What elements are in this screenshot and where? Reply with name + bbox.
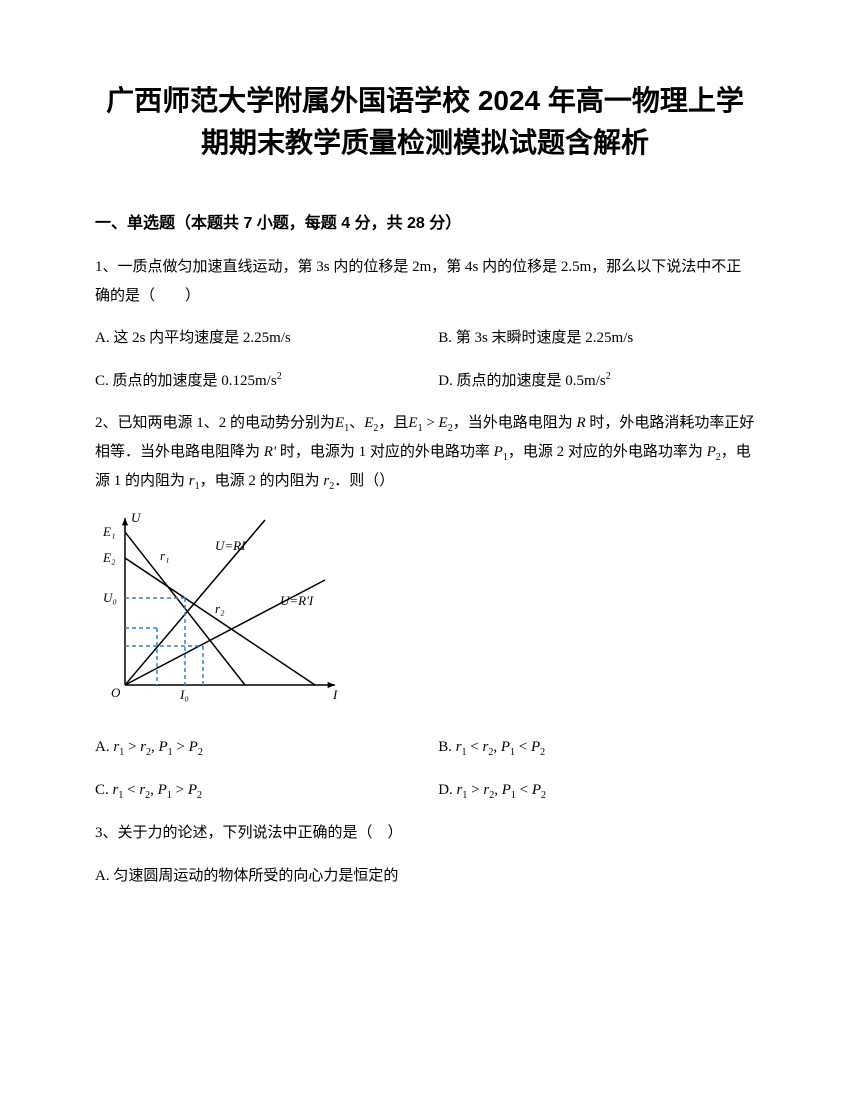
q1-option-a: A. 这 2s 内平均速度是 2.25m/s bbox=[95, 324, 438, 353]
svg-text:I: I bbox=[332, 687, 338, 702]
svg-text:I₀: I₀ bbox=[179, 687, 189, 702]
q2-option-a: A. r1 > r2, P1 > P2 bbox=[95, 733, 438, 762]
svg-text:E₁: E₁ bbox=[102, 524, 115, 539]
svg-text:U₀: U₀ bbox=[103, 590, 117, 605]
q1-options-row1: A. 这 2s 内平均速度是 2.25m/s B. 第 3s 末瞬时速度是 2.… bbox=[95, 324, 755, 353]
svg-text:r₁: r₁ bbox=[160, 548, 170, 563]
q2-options-row2: C. r1 < r2, P1 > P2 D. r1 > r2, P1 < P2 bbox=[95, 776, 755, 805]
page-title: 广西师范大学附属外国语学校 2024 年高一物理上学期期末教学质量检测模拟试题含… bbox=[95, 80, 755, 164]
q1-option-b: B. 第 3s 末瞬时速度是 2.25m/s bbox=[438, 324, 755, 353]
q2-option-c: C. r1 < r2, P1 > P2 bbox=[95, 776, 438, 805]
svg-text:r₂: r₂ bbox=[215, 601, 225, 616]
q3-option-a: A. 匀速圆周运动的物体所受的向心力是恒定的 bbox=[95, 862, 755, 891]
q1-options-row2: C. 质点的加速度是 0.125m/s2 D. 质点的加速度是 0.5m/s2 bbox=[95, 367, 755, 396]
svg-text:U=R'I: U=R'I bbox=[280, 593, 314, 608]
q2-option-b: B. r1 < r2, P1 < P2 bbox=[438, 733, 755, 762]
q1-option-c: C. 质点的加速度是 0.125m/s2 bbox=[95, 367, 438, 396]
q1-option-d: D. 质点的加速度是 0.5m/s2 bbox=[438, 367, 755, 396]
circuit-diagram: U I O E₁ r₁ E₂ r₂ U=RI U=R'I U₀ I₀ bbox=[95, 510, 755, 715]
svg-text:E₂: E₂ bbox=[102, 550, 116, 565]
question-3-text: 3、关于力的论述，下列说法中正确的是（ ） bbox=[95, 819, 755, 848]
q2-options-row1: A. r1 > r2, P1 > P2 B. r1 < r2, P1 < P2 bbox=[95, 733, 755, 762]
section-header: 一、单选题（本题共 7 小题，每题 4 分，共 28 分） bbox=[95, 209, 755, 233]
question-1-text: 1、一质点做匀加速直线运动，第 3s 内的位移是 2m，第 4s 内的位移是 2… bbox=[95, 253, 755, 310]
diagram-svg: U I O E₁ r₁ E₂ r₂ U=RI U=R'I U₀ I₀ bbox=[95, 510, 345, 710]
svg-text:U: U bbox=[131, 510, 142, 525]
q2-option-d: D. r1 > r2, P1 < P2 bbox=[438, 776, 755, 805]
svg-text:U=RI: U=RI bbox=[215, 538, 246, 553]
question-2-text: 2、已知两电源 1、2 的电动势分别为E1、E2，且E1 > E2，当外电路电阻… bbox=[95, 409, 755, 496]
svg-text:O: O bbox=[111, 685, 121, 700]
